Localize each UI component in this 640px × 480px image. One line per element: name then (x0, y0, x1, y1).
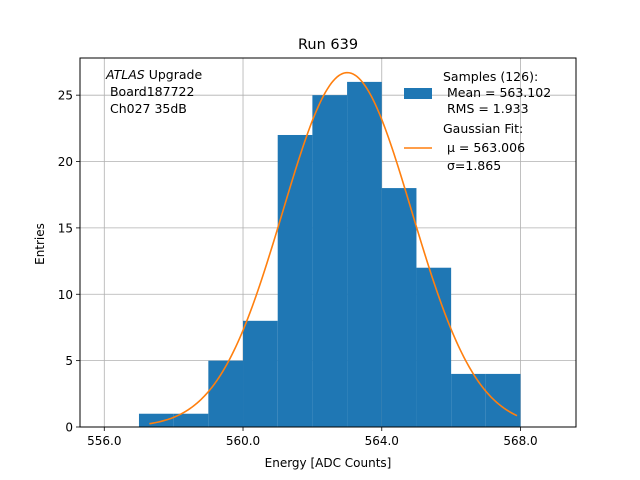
x-tick-label-0: 556.0 (87, 434, 121, 448)
y-tick-label-1: 5 (65, 354, 73, 368)
histogram-bar-6 (347, 81, 382, 427)
y-axis-label: Entries (33, 223, 47, 265)
x-tick-label-3: 568.0 (503, 434, 537, 448)
histogram-bar-5 (312, 95, 348, 427)
y-tick-label-4: 20 (58, 155, 73, 169)
histogram-bar-9 (451, 373, 486, 427)
chart-title: Run 639 (298, 37, 358, 53)
histogram-bars (138, 81, 521, 428)
histogram-bar-7 (381, 188, 417, 427)
legend-histogram-swatch (404, 88, 432, 99)
legend: Samples (126): Mean = 563.102 RMS = 1.93… (404, 69, 551, 173)
ticks-layer: 556.0 560.0 564.0 568.0 0 5 10 15 20 25 (58, 89, 538, 448)
y-tick-label-2: 10 (58, 288, 73, 302)
legend-fit-line-1: Gaussian Fit: (443, 121, 523, 136)
y-tick-label-3: 15 (58, 221, 73, 235)
legend-histogram-line-2: Mean = 563.102 (443, 85, 551, 100)
y-tick-label-0: 0 (65, 421, 73, 435)
histogram-bar-1 (173, 413, 209, 427)
annotation-atlas: ATLAS (105, 67, 145, 82)
gaussian-fit-layer (149, 71, 518, 425)
gaussian-fit-curve (149, 71, 518, 425)
legend-histogram-line-1: Samples (126): (443, 69, 538, 84)
legend-fit-line-3: σ=1.865 (443, 158, 501, 173)
legend-histogram-line-3: RMS = 1.933 (443, 101, 529, 116)
axes-frame (79, 57, 577, 428)
annotation-line-3: Ch027 35dB (106, 101, 187, 116)
x-tick-label-1: 560.0 (226, 434, 260, 448)
x-axis-label: Energy [ADC Counts] (265, 456, 392, 470)
histogram-bar-0 (138, 413, 174, 427)
x-tick-label-2: 564.0 (365, 434, 399, 448)
legend-fit-line-2: μ = 563.006 (443, 140, 525, 155)
y-tick-label-5: 25 (58, 89, 73, 103)
histogram-bar-8 (416, 267, 452, 427)
histogram-bar-2 (208, 360, 244, 427)
annotation-line-2: Board187722 (106, 84, 194, 99)
annotation-line-1: ATLAS Upgrade (105, 67, 202, 82)
histogram-bar-10 (485, 373, 521, 427)
histogram-bar-3 (243, 320, 278, 427)
histogram-bar-4 (277, 134, 313, 428)
annotation-upgrade: Upgrade (145, 67, 203, 82)
atlas-annotation: ATLAS Upgrade Board187722 Ch027 35dB (105, 67, 202, 116)
